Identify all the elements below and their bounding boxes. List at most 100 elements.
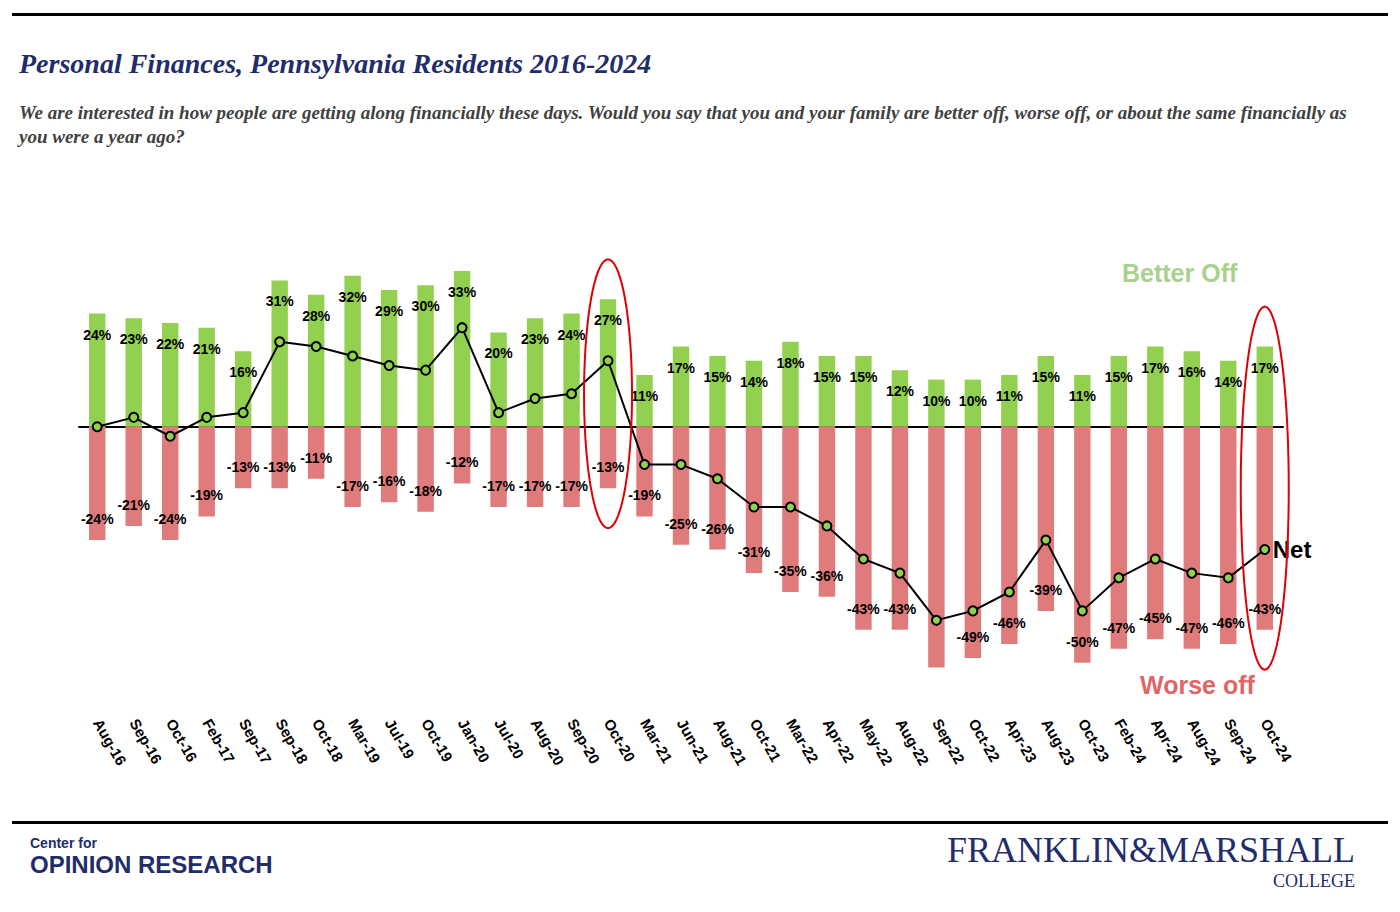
- svg-text:Center for: Center for: [30, 835, 97, 851]
- svg-text:-43%: -43%: [847, 601, 880, 617]
- svg-text:-13%: -13%: [263, 459, 296, 475]
- svg-text:-11%: -11%: [300, 450, 332, 466]
- svg-text:14%: 14%: [740, 374, 769, 390]
- svg-text:Oct-18: Oct-18: [309, 716, 347, 765]
- svg-text:Apr-23: Apr-23: [1002, 716, 1040, 766]
- svg-text:Apr-22: Apr-22: [820, 716, 858, 766]
- svg-text:Net: Net: [1273, 536, 1312, 563]
- svg-text:-25%: -25%: [665, 516, 698, 532]
- svg-text:Apr-24: Apr-24: [1148, 716, 1187, 766]
- svg-text:-24%: -24%: [81, 511, 114, 527]
- svg-text:Oct-20: Oct-20: [601, 716, 639, 765]
- svg-text:Feb-24: Feb-24: [1111, 716, 1150, 767]
- svg-text:17%: 17%: [667, 360, 696, 376]
- svg-text:-46%: -46%: [993, 615, 1026, 631]
- svg-text:FRANKLIN&MARSHALL: FRANKLIN&MARSHALL: [947, 830, 1355, 870]
- svg-text:-43%: -43%: [884, 601, 917, 617]
- svg-text:23%: 23%: [521, 331, 550, 347]
- svg-text:Jul-19: Jul-19: [382, 716, 418, 762]
- svg-text:17%: 17%: [1141, 360, 1170, 376]
- svg-text:COLLEGE: COLLEGE: [1273, 871, 1355, 891]
- svg-text:May-22: May-22: [856, 716, 896, 769]
- svg-text:Aug-21: Aug-21: [710, 716, 750, 768]
- svg-text:15%: 15%: [1105, 369, 1134, 385]
- svg-text:22%: 22%: [156, 336, 185, 352]
- svg-text:21%: 21%: [193, 341, 222, 357]
- svg-text:Better Off: Better Off: [1122, 259, 1238, 287]
- svg-text:Sep-20: Sep-20: [564, 716, 603, 767]
- svg-text:Jan-20: Jan-20: [455, 716, 493, 766]
- svg-text:Worse off: Worse off: [1140, 671, 1255, 699]
- svg-text:14%: 14%: [1214, 374, 1243, 390]
- svg-text:-39%: -39%: [1030, 582, 1063, 598]
- svg-text:Oct-22: Oct-22: [966, 716, 1004, 765]
- svg-text:Sep-16: Sep-16: [126, 716, 165, 767]
- svg-text:-13%: -13%: [592, 459, 625, 475]
- svg-text:-26%: -26%: [701, 521, 734, 537]
- svg-text:20%: 20%: [485, 345, 514, 361]
- svg-text:Sep-24: Sep-24: [1221, 716, 1261, 768]
- svg-text:11%: 11%: [1069, 388, 1097, 404]
- svg-text:Mar-21: Mar-21: [637, 716, 676, 766]
- svg-text:OPINION RESEARCH: OPINION RESEARCH: [30, 851, 273, 878]
- svg-text:-18%: -18%: [409, 483, 442, 499]
- svg-text:29%: 29%: [375, 303, 404, 319]
- svg-text:18%: 18%: [776, 355, 805, 371]
- svg-text:-17%: -17%: [336, 478, 369, 494]
- svg-text:-47%: -47%: [1102, 620, 1135, 636]
- svg-text:Oct-23: Oct-23: [1075, 716, 1113, 765]
- svg-text:Sep-22: Sep-22: [929, 716, 968, 767]
- svg-text:15%: 15%: [813, 369, 842, 385]
- svg-text:-21%: -21%: [117, 497, 150, 513]
- svg-text:you were a year ago?: you were a year ago?: [17, 126, 185, 147]
- svg-text:-50%: -50%: [1066, 634, 1099, 650]
- svg-text:-13%: -13%: [227, 459, 260, 475]
- svg-text:-12%: -12%: [446, 454, 479, 470]
- svg-text:Sep-17: Sep-17: [236, 716, 275, 767]
- svg-text:Mar-19: Mar-19: [345, 716, 384, 766]
- svg-text:Oct-21: Oct-21: [747, 716, 785, 765]
- svg-text:16%: 16%: [229, 364, 258, 380]
- svg-text:-31%: -31%: [738, 544, 771, 560]
- svg-text:-17%: -17%: [482, 478, 515, 494]
- svg-text:Oct-16: Oct-16: [163, 716, 201, 765]
- svg-text:Jul-20: Jul-20: [491, 716, 527, 762]
- svg-text:28%: 28%: [302, 308, 331, 324]
- svg-text:Feb-17: Feb-17: [199, 716, 238, 766]
- svg-text:We are interested in how peopl: We are interested in how people are gett…: [19, 102, 1351, 123]
- svg-text:-24%: -24%: [154, 511, 187, 527]
- svg-text:17%: 17%: [1251, 360, 1280, 376]
- svg-text:-45%: -45%: [1139, 610, 1172, 626]
- svg-text:Oct-19: Oct-19: [418, 716, 456, 765]
- svg-text:24%: 24%: [558, 327, 587, 343]
- svg-text:-46%: -46%: [1212, 615, 1245, 631]
- svg-text:Aug-22: Aug-22: [893, 716, 933, 768]
- svg-text:-36%: -36%: [811, 568, 844, 584]
- svg-text:Personal Finances, Pennsylvani: Personal Finances, Pennsylvania Resident…: [18, 48, 651, 79]
- svg-text:Jun-21: Jun-21: [674, 716, 713, 766]
- svg-text:Sep-18: Sep-18: [272, 716, 311, 767]
- svg-text:15%: 15%: [1032, 369, 1061, 385]
- svg-text:11%: 11%: [996, 388, 1024, 404]
- svg-text:33%: 33%: [448, 284, 477, 300]
- svg-text:Aug-23: Aug-23: [1038, 716, 1078, 768]
- svg-text:-35%: -35%: [774, 563, 807, 579]
- svg-text:30%: 30%: [412, 298, 441, 314]
- svg-text:Mar-22: Mar-22: [783, 716, 822, 766]
- svg-text:31%: 31%: [266, 293, 295, 309]
- svg-text:Oct-24: Oct-24: [1257, 716, 1295, 765]
- svg-text:10%: 10%: [959, 393, 988, 409]
- svg-text:-47%: -47%: [1175, 620, 1208, 636]
- svg-text:32%: 32%: [339, 289, 368, 305]
- svg-text:-16%: -16%: [373, 473, 406, 489]
- svg-text:Aug-16: Aug-16: [90, 716, 130, 768]
- svg-text:27%: 27%: [594, 312, 623, 328]
- svg-text:15%: 15%: [849, 369, 878, 385]
- svg-text:-49%: -49%: [957, 629, 990, 645]
- svg-text:-17%: -17%: [555, 478, 588, 494]
- svg-text:Aug-24: Aug-24: [1184, 716, 1224, 769]
- svg-text:24%: 24%: [83, 327, 112, 343]
- svg-text:-19%: -19%: [628, 487, 661, 503]
- svg-text:11%: 11%: [631, 388, 659, 404]
- svg-text:16%: 16%: [1178, 364, 1207, 380]
